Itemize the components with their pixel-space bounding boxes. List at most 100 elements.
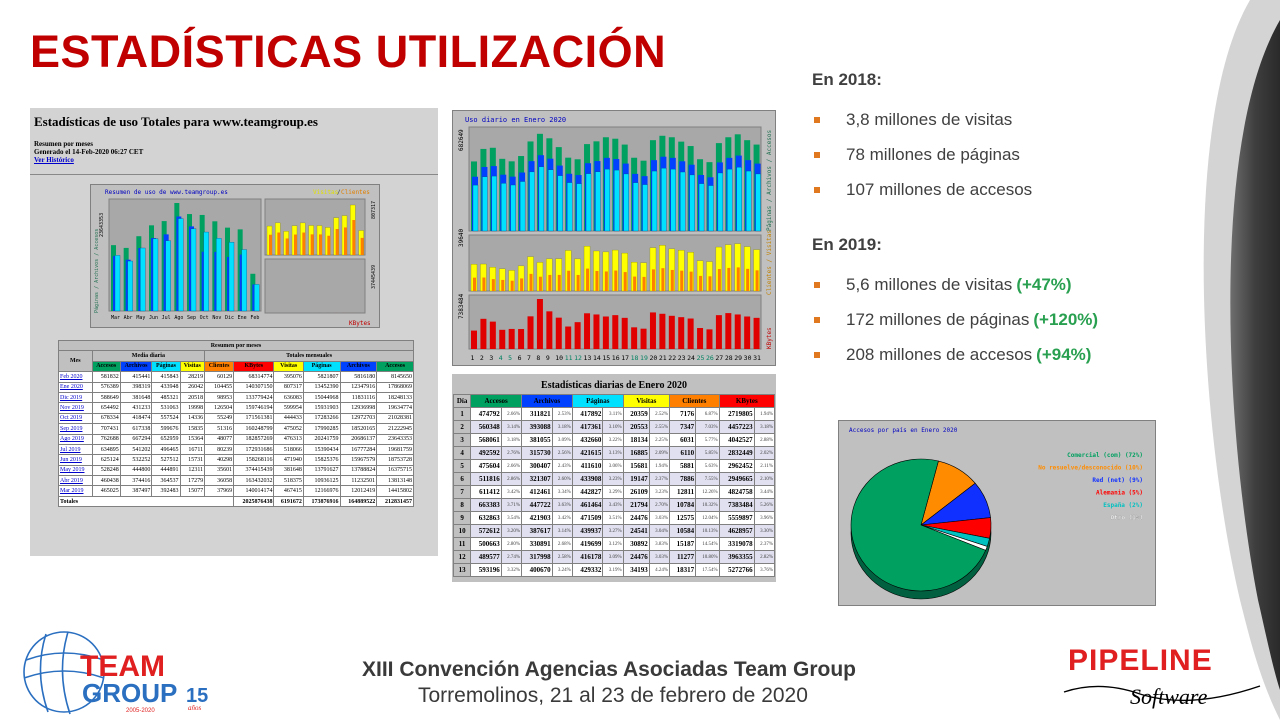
table-cell: 611412 (470, 485, 502, 499)
table-cell: 3.29% (602, 485, 624, 499)
bullet-icon (814, 186, 820, 193)
daily-bar-clientes (482, 277, 486, 291)
month-link[interactable]: Oct 2019 (58, 412, 93, 425)
table-cell: 531063 (151, 402, 181, 414)
table-cell: 3.30% (753, 524, 776, 538)
daily-bar-kbytes (508, 328, 515, 349)
daily-bar-clientes (586, 268, 590, 291)
table-cell: 5272766 (718, 563, 755, 577)
table-cell: 3.42% (500, 485, 523, 499)
table-cell: 431233 (119, 402, 153, 414)
table-cell: 16885 (622, 446, 650, 460)
daily-bar-kbytes (565, 326, 572, 349)
table-cell: 140014174 (233, 485, 275, 497)
daily-bar-paginas (698, 183, 705, 232)
table-cell: 14415802 (376, 485, 414, 497)
table-cell: 3.14% (551, 524, 573, 538)
month-link[interactable]: Ene 2020 (58, 381, 93, 393)
footer-event-title: XIII Convención Agencias Asociadas Team … (362, 658, 857, 681)
daily-bar-kbytes (706, 329, 713, 349)
month-tick-label: Ago (174, 315, 183, 321)
month-link[interactable]: May 2019 (58, 464, 93, 477)
daily-bar-clientes (755, 270, 759, 291)
daily-bar-paginas (651, 170, 658, 232)
table-cell: 163432032 (233, 475, 275, 487)
table-cell: 330891 (521, 537, 553, 551)
day-cell: 7 (452, 485, 472, 499)
day-cell: 1 (452, 407, 472, 421)
kbytes-label: KBytes (349, 320, 371, 327)
table-cell: 37969 (204, 485, 235, 497)
table-cell: 500663 (470, 537, 502, 551)
table-cell: 12347916 (339, 381, 378, 393)
month-link[interactable]: Nov 2019 (58, 402, 93, 414)
table-row: 8 663383 3.71% 447722 3.63% 461464 3.43% 21794 2… (452, 498, 776, 512)
month-link[interactable]: Feb 2020 (58, 371, 93, 383)
daily-bar-clientes (651, 269, 655, 291)
daily-bar-kbytes (621, 317, 628, 349)
table-cell: 10.80% (695, 550, 720, 564)
table-cell: 26109 (622, 485, 650, 499)
daily-bar-clientes (642, 276, 646, 291)
table-cell: 560348 (470, 420, 502, 434)
totals-cell: 173876916 (302, 495, 341, 508)
team-years-word: años (188, 704, 202, 712)
table-cell: 2.37% (648, 472, 671, 486)
month-link[interactable]: Jul 2019 (58, 443, 93, 456)
table-cell: 15835 (179, 423, 206, 435)
table-cell: 2.53% (551, 407, 573, 421)
month-link[interactable]: Dic 2019 (58, 391, 93, 404)
table-cell: 395076 (273, 371, 304, 383)
bar-paginas (254, 284, 260, 312)
daily-bar-paginas (557, 175, 563, 232)
table-row: 5 475604 2.66% 300407 2.43% 411610 3.06% 15681 1… (452, 459, 776, 473)
table-cell: 12012419 (339, 485, 378, 497)
table-cell: 3.03% (648, 511, 671, 525)
bar-paginas (178, 218, 184, 312)
table-row: 10 572612 3.20% 387617 3.14% 439937 3.27% 24541… (452, 524, 776, 538)
totals-screenshot: Estadísticas de uso Totales para www.tea… (30, 108, 438, 556)
table-cell: 588649 (91, 391, 121, 404)
daily-bar-clientes (595, 270, 599, 291)
month-link[interactable]: Abr 2019 (58, 475, 93, 487)
table-cell: 15967579 (339, 454, 378, 466)
daily-bar-kbytes (518, 329, 525, 349)
daily-bar-paginas (585, 173, 592, 232)
daily-bar-kbytes (546, 311, 553, 349)
table-cell: 416178 (571, 550, 604, 564)
month-link[interactable]: Sep 2019 (58, 423, 93, 435)
table-cell: 159746194 (233, 402, 275, 414)
month-link[interactable]: Ago 2019 (58, 433, 93, 445)
month-tick-label: Dic (225, 315, 234, 321)
day-tick-label: 1 (471, 354, 475, 362)
day-tick-label: 31 (753, 354, 761, 362)
table-cell: 10936125 (302, 475, 341, 487)
table-cell: 21222945 (376, 423, 414, 435)
daily-y-mid: 39640 (458, 229, 465, 247)
pie-legend-label: Alemania (5%) (1096, 490, 1143, 497)
table-cell: 12.26% (695, 485, 720, 499)
bar-clientes (327, 235, 331, 255)
table-cell: 1.94% (648, 459, 671, 473)
daily-bar-clientes (529, 273, 533, 291)
day-tick-label: 16 (612, 354, 620, 362)
month-tick-label: May (136, 315, 145, 321)
table-cell: 11277 (669, 550, 697, 564)
table-cell: 3.34% (551, 485, 573, 499)
day-cell: 2 (452, 420, 472, 434)
day-cell: 5 (452, 459, 472, 473)
day-tick-label: 19 (640, 354, 648, 362)
month-link[interactable]: Jun 2019 (58, 454, 93, 466)
table-cell: 568061 (470, 433, 502, 447)
table-cell: 528248 (91, 464, 121, 477)
pipeline-software-logo: PIPELINE Software (1063, 644, 1261, 709)
table-cell: 48077 (204, 433, 235, 445)
table-cell: 10.32% (695, 498, 720, 512)
history-link[interactable]: Ver Histórico (34, 156, 74, 164)
day-tick-label: 26 (706, 354, 714, 362)
daily-bar-clientes (567, 270, 571, 291)
table-cell: 2.70% (648, 498, 671, 512)
month-link[interactable]: Mar 2019 (58, 485, 93, 497)
daily-bar-paginas (680, 171, 686, 232)
table-row: Feb 2020 581832 415441 415843 28219 60129 6831… (58, 371, 414, 383)
